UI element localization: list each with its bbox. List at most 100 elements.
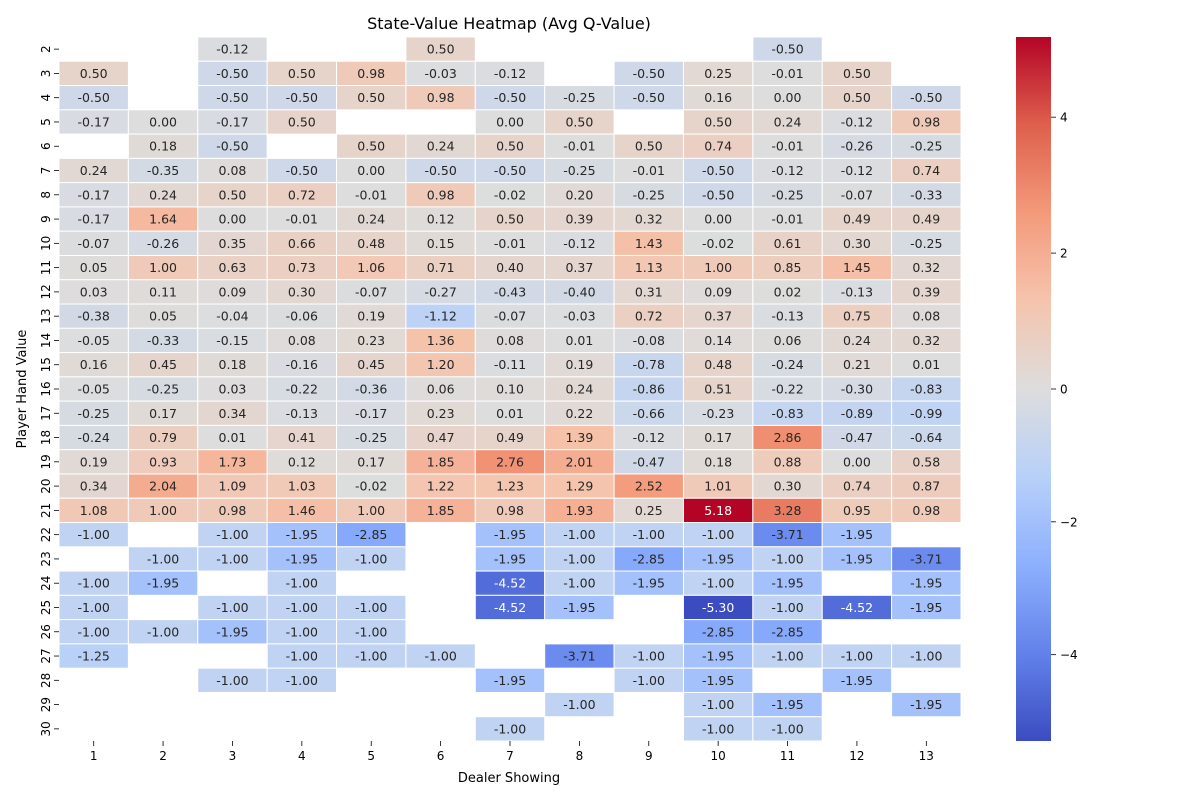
cell-value-label: -0.08: [633, 333, 665, 348]
cell-value-label: 0.30: [774, 479, 802, 494]
cell-value-label: 0.34: [219, 406, 247, 421]
cell-value-label: 0.63: [219, 260, 247, 275]
cell-value-label: 2.76: [496, 454, 524, 469]
heatmap-cell: [127, 473, 199, 499]
cell-value-label: -0.50: [286, 163, 318, 178]
cell-value-label: 1.23: [496, 479, 524, 494]
cell-value-label: -0.17: [78, 114, 110, 129]
heatmap-cell: [821, 254, 893, 281]
cell-value-label: -0.12: [494, 66, 526, 81]
cell-value-label: 2.86: [774, 430, 802, 445]
cell-value-label: -0.83: [771, 406, 803, 421]
cell-value-label: -0.50: [286, 90, 318, 105]
heatmap-cell: [405, 60, 476, 87]
y-tick-label: 25: [39, 600, 53, 615]
heatmap-cell: [266, 60, 338, 87]
heatmap-cell: [891, 449, 962, 475]
cell-value-label: 1.39: [565, 430, 593, 445]
cell-value-label: 0.98: [219, 503, 247, 518]
heatmap-cell: [58, 60, 129, 87]
cell-value-label: -0.02: [702, 236, 734, 251]
heatmap-cell: [544, 497, 615, 524]
heatmap-cell: [613, 206, 684, 232]
cell-value-label: -0.22: [771, 382, 803, 397]
cell-value-label: 0.12: [427, 212, 455, 227]
heatmap-cell: [682, 473, 754, 499]
heatmap-cell: [544, 109, 615, 135]
heatmap-cell: [336, 85, 407, 111]
heatmap-cell: [752, 230, 823, 256]
cell-value-label: 0.00: [357, 163, 385, 178]
heatmap-cell: [682, 570, 754, 596]
cell-value-label: -0.06: [286, 309, 318, 324]
heatmap-cell: [266, 497, 338, 524]
cell-value-label: 0.24: [774, 114, 802, 129]
heatmap-cell: [474, 716, 546, 742]
cell-value-label: 0.08: [912, 309, 940, 324]
heatmap-cell: [613, 182, 684, 208]
cell-value-label: 0.17: [149, 406, 177, 421]
heatmap-cell: [891, 473, 962, 499]
heatmap-cell: [821, 473, 893, 499]
heatmap-cell: [405, 230, 476, 256]
cell-value-label: 0.50: [288, 66, 316, 81]
cell-value-label: 0.87: [912, 479, 940, 494]
cell-value-label: -1.25: [78, 649, 110, 664]
cell-value-label: 0.01: [565, 333, 593, 348]
heatmap-cell: [544, 691, 615, 718]
heatmap-cell: [544, 85, 615, 111]
cell-value-label: 1.85: [427, 503, 455, 518]
cell-value-label: 2.01: [565, 454, 593, 469]
cell-value-label: 0.49: [843, 212, 871, 227]
heatmap-cell: [474, 254, 546, 281]
cell-value-label: 1.01: [704, 479, 732, 494]
cell-value-label: -2.85: [633, 551, 665, 566]
y-tick-label: 20: [39, 478, 53, 493]
cell-value-label: 0.40: [496, 260, 524, 275]
heatmap-cell: [682, 182, 754, 208]
cell-value-label: 0.24: [80, 163, 108, 178]
heatmap-cell: [266, 303, 338, 329]
cell-value-label: 0.18: [704, 454, 732, 469]
cell-value-label: -0.03: [424, 66, 456, 81]
cell-value-label: -0.50: [494, 90, 526, 105]
heatmap-cell: [405, 643, 476, 669]
heatmap-cell: [197, 109, 268, 135]
cell-value-label: 0.32: [912, 260, 940, 275]
cell-value-label: 0.50: [288, 114, 316, 129]
cell-value-label: 0.00: [774, 90, 802, 105]
heatmap-cell: [752, 643, 823, 669]
heatmap-cell: [891, 327, 962, 354]
cell-value-label: -1.00: [355, 600, 387, 615]
cell-value-label: -1.00: [355, 649, 387, 664]
y-tick-label: 23: [39, 551, 53, 566]
y-tick-label: 17: [39, 406, 53, 421]
heatmap-cell: [405, 400, 476, 426]
cell-value-label: -0.23: [702, 406, 734, 421]
y-tick-label: 9: [39, 215, 53, 223]
cell-value-label: -0.47: [841, 430, 873, 445]
cell-value-label: -1.00: [78, 527, 110, 542]
cell-value-label: 0.98: [496, 503, 524, 518]
y-tick-label: 10: [39, 236, 53, 251]
cell-value-label: 0.98: [357, 66, 385, 81]
heatmap-cell: [474, 206, 546, 232]
heatmap-cell: [266, 109, 338, 135]
heatmap-cell: [405, 206, 476, 232]
heatmap-cell: [613, 157, 684, 184]
heatmap-cell: [752, 473, 823, 499]
cell-value-label: 0.08: [288, 333, 316, 348]
cell-value-label: -1.00: [563, 576, 595, 591]
cell-value-label: -0.33: [910, 187, 942, 202]
y-axis-ticks: 2345678910111213141516171819202122232425…: [39, 45, 59, 737]
cell-value-label: 0.00: [149, 114, 177, 129]
heatmap-cell: [682, 254, 754, 281]
heatmap-cell: [682, 352, 754, 378]
cell-value-label: -1.00: [78, 624, 110, 639]
heatmap-cell: [58, 522, 129, 548]
cell-value-label: 0.98: [912, 114, 940, 129]
cell-value-label: 1.46: [288, 503, 316, 518]
cell-value-label: 0.58: [912, 454, 940, 469]
heatmap-cell: [127, 497, 199, 524]
cell-value-label: -0.03: [563, 309, 595, 324]
